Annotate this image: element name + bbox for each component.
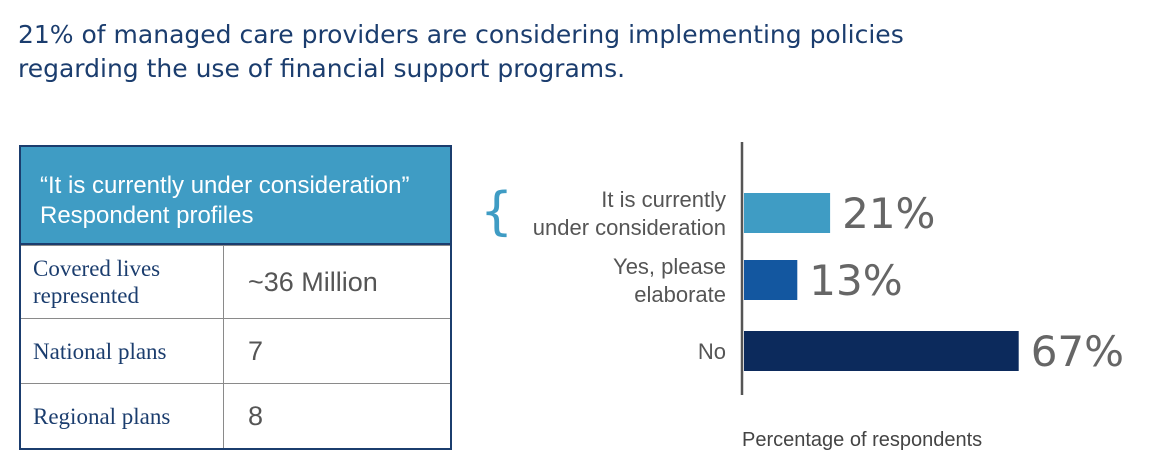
headline-line-2: regarding the use of financial support p…: [18, 54, 626, 83]
bar: [744, 331, 1019, 371]
row-label-line: represented: [33, 283, 139, 308]
category-label: elaborate: [634, 282, 726, 307]
headline: 21% of managed care providers are consid…: [18, 18, 998, 86]
value-label: 13%: [809, 256, 902, 305]
bar: [744, 193, 831, 233]
row-label-regional-plans: Regional plans: [21, 384, 224, 448]
row-value-national-plans: 7: [248, 335, 264, 366]
table-header: “It is currently under consideration” Re…: [21, 147, 450, 245]
headline-line-1: 21% of managed care providers are consid…: [18, 20, 904, 49]
table-row: Covered lives represented ~36 Million: [21, 245, 450, 318]
x-axis-title: Percentage of respondents: [742, 429, 982, 451]
table-row: National plans 7: [21, 318, 450, 383]
row-value-regional-plans: 8: [248, 400, 264, 431]
bar: [744, 260, 798, 300]
table-header-subtitle: Respondent profiles: [40, 202, 254, 229]
brace-icon: {: [480, 182, 513, 242]
value-label: 67%: [1031, 327, 1124, 376]
category-label: No: [698, 339, 726, 364]
value-label: 21%: [842, 189, 935, 238]
table-row: Regional plans 8: [21, 383, 450, 448]
table-header-title: “It is currently under consideration”: [40, 172, 410, 199]
row-label-covered-lives: Covered lives represented: [21, 246, 224, 318]
category-label: It is currently: [601, 187, 726, 212]
category-label: under consideration: [533, 215, 726, 240]
row-label-national-plans: National plans: [21, 319, 224, 383]
respondent-profile-table: “It is currently under consideration” Re…: [19, 145, 452, 450]
category-label: Yes, please: [613, 254, 726, 279]
response-bar-chart: 21% It is currently under consideration {13…: [480, 142, 1124, 451]
row-value-covered-lives: ~36 Million: [248, 266, 378, 297]
row-label-line: Covered lives: [33, 256, 161, 281]
